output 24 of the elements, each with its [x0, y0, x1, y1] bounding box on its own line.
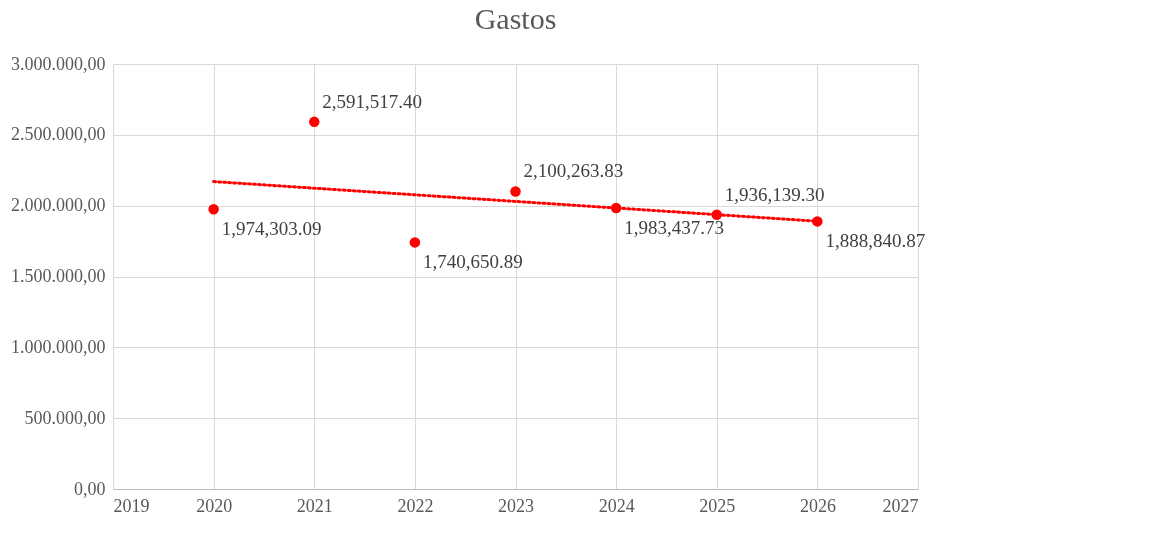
chart-title: Gastos [474, 2, 557, 35]
data-label: 1,936,139.30 [724, 183, 825, 205]
y-tick-label: 500.000,00 [24, 407, 106, 428]
x-tick-label: 2023 [498, 495, 534, 516]
y-tick-label: 1.000.000,00 [11, 336, 106, 357]
y-tick-label: 0,00 [74, 478, 106, 499]
y-tick-label: 2.000.000,00 [11, 195, 106, 216]
x-tick-label: 2020 [196, 495, 233, 516]
y-tick-label: 2.500.000,00 [11, 124, 106, 145]
x-tick-label: 2026 [799, 495, 836, 516]
y-tick-label: 1.500.000,00 [11, 266, 106, 286]
data-label: 2,100,263.83 [523, 160, 624, 182]
x-tick-label: 2021 [296, 495, 333, 516]
data-label: 1,974,303.09 [221, 218, 322, 240]
y-tick-label: 3.000.000,00 [11, 53, 106, 74]
data-label: 1,740,650.89 [422, 251, 523, 273]
data-label: 1,983,437.73 [624, 217, 724, 239]
x-tick-label: 2025 [699, 495, 736, 516]
x-tick-label: 2022 [397, 495, 434, 516]
x-tick-label: 2024 [598, 495, 635, 516]
x-tick-label: 2027 [882, 495, 919, 516]
data-label: 2,591,517.40 [322, 90, 422, 112]
x-tick-label: 2019 [113, 495, 150, 516]
data-label: 1,888,840.87 [825, 230, 926, 252]
